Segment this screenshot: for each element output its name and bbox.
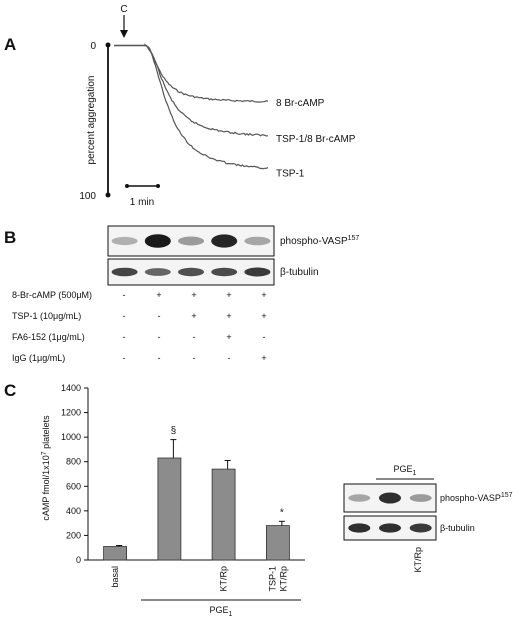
blot-b-bottom-band-4 — [244, 267, 271, 277]
condition-label-2: FA6-152 (1μg/mL) — [12, 332, 85, 342]
y-tick-0: 0 — [90, 41, 96, 52]
y-tick-label-7: 1400 — [61, 383, 81, 393]
bar-1 — [157, 457, 182, 561]
condition-label-1: TSP-1 (10μg/mL) — [12, 311, 81, 321]
y-axis-bottom-dot — [105, 192, 111, 198]
trace-label-0: 8 Br-cAMP — [276, 98, 325, 109]
inset-blot: PGE1 phospho-VASP157 β-tubulin KT/Rp — [343, 464, 513, 573]
condition-value-1-2: + — [191, 311, 196, 321]
condition-value-1-3: + — [226, 311, 231, 321]
condition-value-2-0: - — [123, 332, 126, 342]
inset-top-label: phospho-VASP157 — [440, 492, 513, 503]
condition-table: 8-Br-cAMP (500μM) - + + + + TSP-1 (10μg/mL) - - +… — [12, 290, 267, 363]
blot-b-top-band-4 — [244, 236, 271, 246]
marker-c-label: C — [120, 4, 127, 15]
condition-value-2-4: - — [263, 332, 266, 342]
y-tick-label-3: 600 — [66, 481, 81, 491]
inset-bottom-label: β-tubulin — [440, 523, 475, 533]
inset-top-band-1 — [379, 492, 401, 504]
condition-value-1-1: - — [158, 311, 161, 321]
trace-label-1: TSP-1/8 Br-cAMP — [276, 134, 356, 145]
category-label-2-0: KT/Rp — [219, 566, 229, 592]
category-label-3-0: TSP-1 — [267, 566, 277, 592]
panel-a-ylabel: percent aggregation — [86, 76, 97, 165]
panel-c: C cAMP fmol/1x107 platelets 0 200 400 600 80… — [4, 381, 513, 617]
panel-a: A C 0 100 percent aggregation 8 Br-cAMP T… — [4, 4, 356, 208]
condition-value-2-3: + — [226, 332, 231, 342]
condition-value-3-2: - — [193, 353, 196, 363]
panel-b: B phospho-VASP157 β-tubulin 8-Br-cAMP (5… — [4, 225, 359, 363]
condition-value-2-1: - — [158, 332, 161, 342]
condition-label-0: 8-Br-cAMP (500μM) — [12, 290, 92, 300]
condition-value-2-2: - — [193, 332, 196, 342]
blot-b-top-label: phospho-VASP157 — [280, 235, 359, 247]
blot-b-bottom-band-2 — [178, 267, 204, 277]
aggregation-traces: 8 Br-cAMP TSP-1/8 Br-cAMP TSP-1 — [114, 43, 356, 180]
condition-value-0-3: + — [226, 290, 231, 300]
inset-top-bands — [348, 492, 432, 504]
trace-line-1 — [114, 43, 269, 137]
category-label-0-0: basal — [110, 566, 120, 588]
inset-top-band-0 — [348, 494, 371, 502]
bar-2 — [211, 468, 236, 561]
inset-bottom-band-2 — [409, 523, 432, 533]
condition-value-3-4: + — [261, 353, 266, 363]
inset-bottom-band-1 — [379, 523, 401, 533]
inset-lane-label: KT/Rp — [413, 547, 423, 573]
panel-c-ylabel: cAMP fmol/1x107 platelets — [41, 415, 51, 521]
blot-b-bottom-band-3 — [211, 267, 238, 277]
condition-value-1-4: + — [261, 311, 266, 321]
blot-b-bottom-label: β-tubulin — [280, 267, 319, 278]
panel-c-letter: C — [4, 381, 16, 400]
trace-label-2: TSP-1 — [276, 169, 305, 180]
y-axis-top-dot — [105, 42, 111, 48]
bar-0 — [103, 546, 127, 561]
y-tick-label-0: 0 — [76, 555, 81, 565]
y-tick-label-4: 800 — [66, 457, 81, 467]
bar-annotation-1: § — [171, 426, 177, 437]
inset-pge1-label: PGE1 — [394, 464, 417, 477]
bar-annotation-3: * — [280, 507, 284, 518]
y-tick-label-5: 1000 — [61, 432, 81, 442]
condition-value-3-0: - — [123, 353, 126, 363]
condition-value-0-1: + — [156, 290, 161, 300]
condition-value-3-1: - — [158, 353, 161, 363]
blot-b-bottom-band-0 — [111, 267, 138, 277]
blot-b-bottom-bands — [111, 267, 271, 277]
camp-bar-chart: 0 200 400 600 800 1000 1200 1400 basal § KT/Rp * TSP… — [61, 383, 305, 592]
condition-value-3-3: - — [228, 353, 231, 363]
trace-line-0 — [114, 44, 269, 103]
blot-b-top-band-2 — [178, 236, 204, 246]
panel-b-letter: B — [4, 228, 16, 247]
pge1-group-label: PGE1 — [210, 605, 233, 617]
blot-b-top-band-1 — [144, 234, 171, 248]
inset-bottom-bands — [348, 523, 432, 533]
inset-top-band-2 — [409, 494, 432, 502]
arrow-down-icon — [120, 15, 128, 38]
condition-value-0-2: + — [191, 290, 196, 300]
condition-value-0-4: + — [261, 290, 266, 300]
scale-bar-label: 1 min — [130, 197, 154, 208]
bar-3 — [265, 525, 290, 561]
condition-value-0-0: - — [123, 290, 126, 300]
trace-line-2 — [114, 44, 269, 170]
category-label-3-1: KT/Rp — [278, 566, 288, 592]
condition-label-3: IgG (1μg/mL) — [12, 353, 65, 363]
condition-value-1-0: - — [123, 311, 126, 321]
panel-a-letter: A — [4, 35, 16, 54]
blot-b-top-bands — [111, 234, 271, 248]
blot-b-top-band-0 — [111, 236, 138, 246]
inset-bottom-band-0 — [348, 523, 371, 533]
y-tick-label-2: 400 — [66, 506, 81, 516]
y-tick-label-1: 200 — [66, 530, 81, 540]
blot-b-top-band-3 — [211, 234, 238, 248]
blot-b-bottom-band-1 — [144, 268, 171, 276]
y-tick-100: 100 — [79, 191, 96, 202]
y-tick-label-6: 1200 — [61, 408, 81, 418]
